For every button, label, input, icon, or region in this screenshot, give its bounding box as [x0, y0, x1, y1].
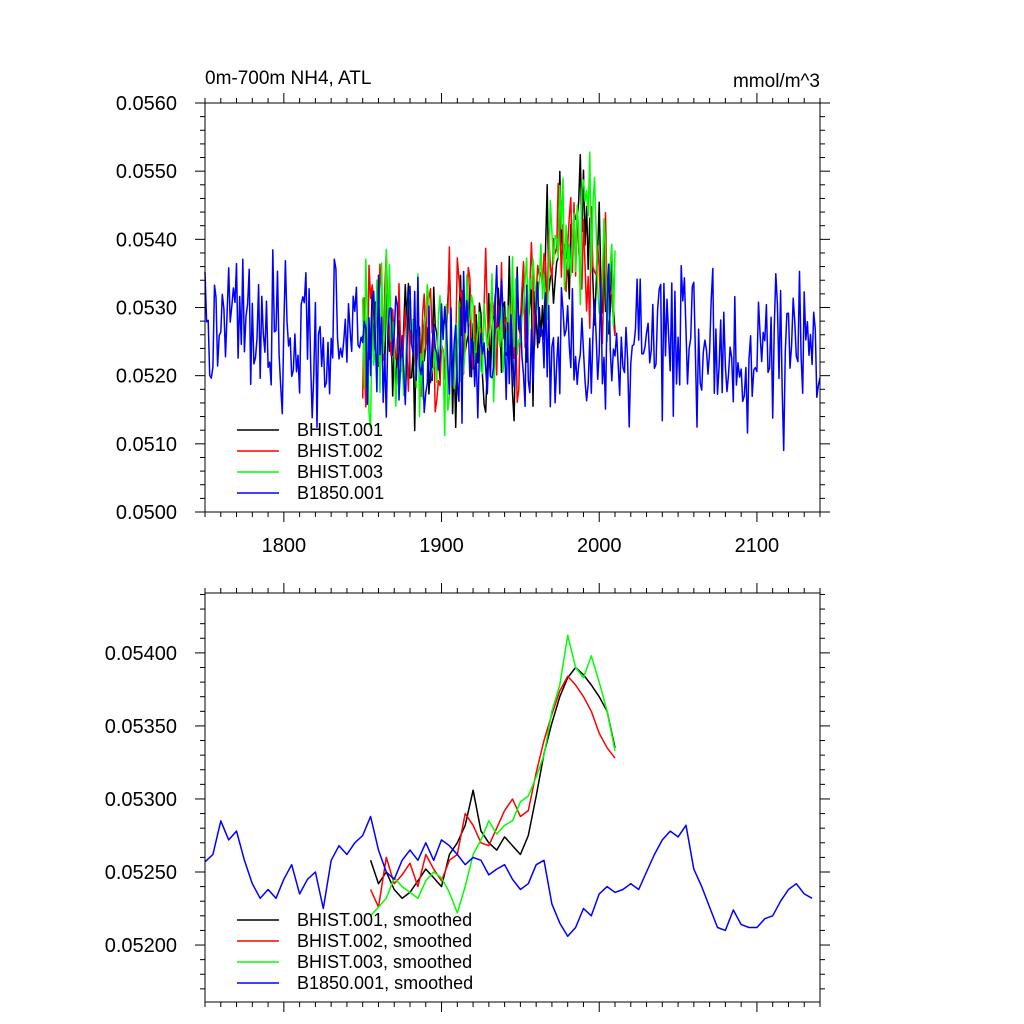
top-y-tick-label: 0.0560: [116, 93, 177, 115]
top-x-tick-label: 2000: [577, 535, 622, 557]
bottom-series-line-2: [369, 675, 616, 908]
top-x-tick-label: 1800: [262, 535, 307, 557]
units-label: mmol/m^3: [733, 71, 820, 92]
top-y-tick-label: 0.0500: [116, 502, 177, 524]
top-x-tick-label: 2100: [735, 535, 780, 557]
bottom-legend-label-2: BHIST.002, smoothed: [297, 931, 472, 951]
top-y-tick-label: 0.0520: [116, 366, 177, 388]
top-y-tick-label: 0.0510: [116, 434, 177, 456]
top-series-line-4: [204, 249, 821, 452]
bottom-plot-frame: [204, 592, 821, 1003]
top-legend-label-3: BHIST.003: [297, 462, 383, 482]
bottom-y-tick-label: 0.05200: [105, 935, 177, 957]
bottom-legend-label-4: B1850.001, smoothed: [297, 973, 473, 993]
top-x-tick-label: 1900: [419, 535, 464, 557]
top-series-lines: [204, 151, 821, 452]
top-legend-label-2: BHIST.002: [297, 441, 383, 461]
bottom-axes: 0.05200 0.05250 0.05300 0.05350 0.05400: [105, 583, 830, 1012]
bottom-panel: 0.05200 0.05250 0.05300 0.05350 0.05400 BHIS…: [105, 583, 830, 1012]
top-legend-label-1: BHIST.001: [297, 420, 383, 440]
bottom-y-tick-label: 0.05300: [105, 789, 177, 811]
bottom-series-line-1: [369, 666, 616, 900]
bottom-legend-label-1: BHIST.001, smoothed: [297, 910, 472, 930]
top-y-tick-label: 0.0550: [116, 161, 177, 183]
bottom-legend-label-3: BHIST.003, smoothed: [297, 952, 472, 972]
bottom-y-tick-label: 0.05350: [105, 716, 177, 738]
top-series-line-2: [361, 182, 616, 413]
bottom-series-lines: [204, 634, 813, 938]
top-axes: 1800 1900 2000 2100 0.0500 0.0510 0.0520 0.0530…: [116, 93, 830, 557]
top-panel: 0m-700m NH4, ATL mmol/m^3 1800 1900 2000 21…: [116, 68, 830, 557]
top-legend-label-4: B1850.001: [297, 483, 384, 503]
bottom-series-line-3: [370, 634, 616, 917]
top-y-tick-label: 0.0530: [116, 298, 177, 320]
top-series-line-1: [361, 153, 616, 432]
chart-title: 0m-700m NH4, ATL: [205, 68, 371, 89]
bottom-y-tick-label: 0.05250: [105, 862, 177, 884]
bottom-y-tick-label: 0.05400: [105, 643, 177, 665]
bottom-series-line-4: [204, 815, 813, 938]
top-y-tick-label: 0.0540: [116, 229, 177, 251]
